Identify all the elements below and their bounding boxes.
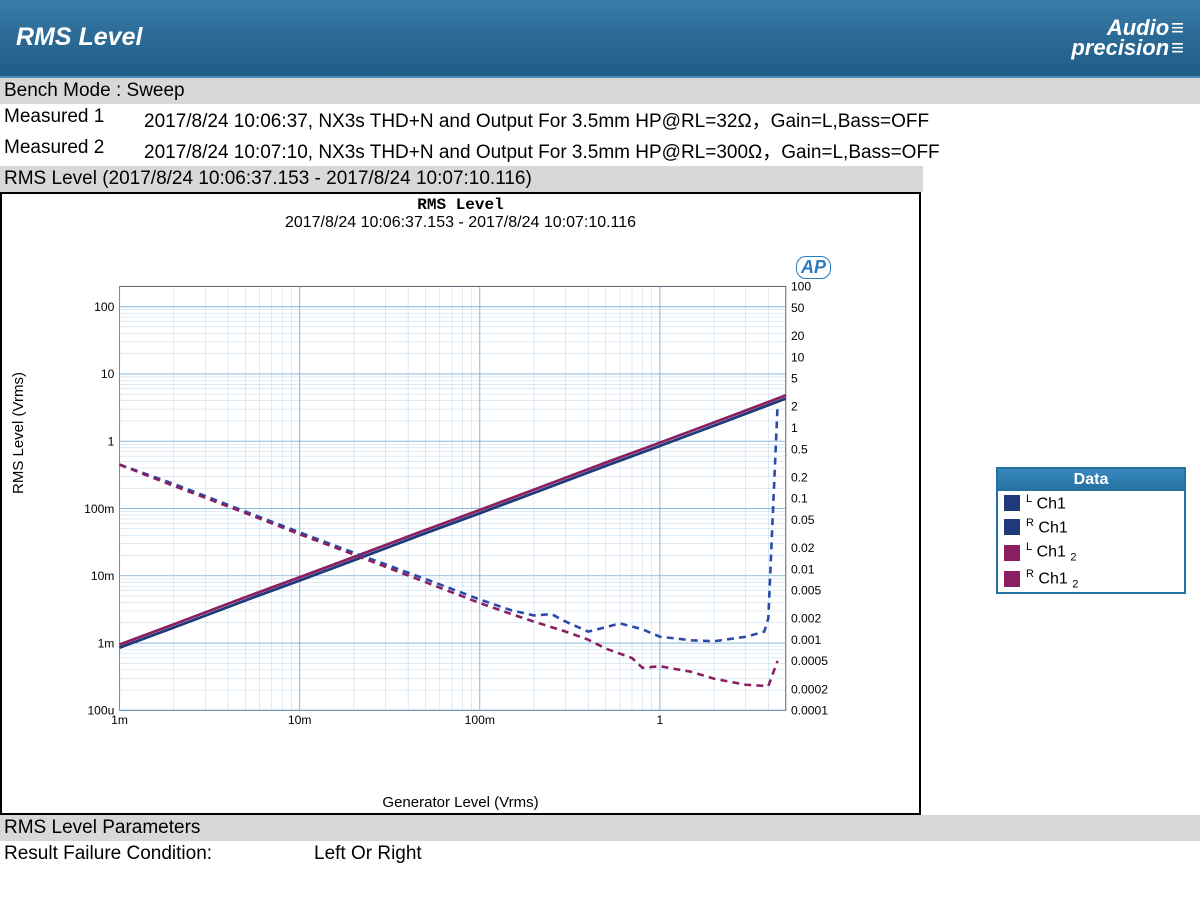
- legend-swatch-icon: [1004, 519, 1020, 535]
- legend-item: L Ch1: [998, 491, 1184, 515]
- svg-text:10m: 10m: [288, 713, 312, 727]
- measured-row: Measured 2 2017/8/24 10:07:10, NX3s THD+…: [0, 135, 1200, 166]
- params-value: Left Or Right: [314, 843, 422, 865]
- svg-text:10m: 10m: [91, 569, 115, 583]
- page-title: RMS Level: [16, 23, 142, 52]
- svg-text:100m: 100m: [465, 713, 495, 727]
- svg-text:0.0002: 0.0002: [791, 682, 828, 696]
- legend-swatch-icon: [1004, 571, 1020, 587]
- svg-text:0.001: 0.001: [791, 633, 822, 647]
- svg-text:1: 1: [657, 713, 664, 727]
- svg-text:0.5: 0.5: [791, 442, 808, 456]
- params-row: Result Failure Condition: Left Or Right: [0, 841, 1200, 867]
- measured-text: 2017/8/24 10:07:10, NX3s THD+N and Outpu…: [144, 137, 1196, 164]
- svg-text:20: 20: [791, 329, 805, 343]
- svg-text:100: 100: [94, 300, 114, 314]
- legend-swatch-icon: [1004, 495, 1020, 511]
- svg-text:1m: 1m: [98, 636, 115, 650]
- svg-text:0.0005: 0.0005: [791, 654, 828, 668]
- params-label: Result Failure Condition:: [4, 843, 314, 865]
- legend-label: R Ch1: [1026, 517, 1068, 537]
- svg-text:100: 100: [791, 279, 811, 293]
- svg-text:10: 10: [101, 367, 115, 381]
- svg-text:0.01: 0.01: [791, 562, 815, 576]
- legend-item: L Ch1 2: [998, 539, 1184, 566]
- svg-text:5: 5: [791, 371, 798, 385]
- x-axis-label: Generator Level (Vrms): [2, 794, 919, 811]
- measured-label: Measured 2: [4, 137, 144, 164]
- legend-swatch-icon: [1004, 545, 1020, 561]
- bench-mode: Bench Mode : Sweep: [0, 78, 1200, 104]
- svg-text:1: 1: [108, 434, 115, 448]
- chart-container: RMS Level 2017/8/24 10:06:37.153 - 2017/…: [0, 192, 921, 815]
- svg-text:0.1: 0.1: [791, 491, 808, 505]
- svg-text:0.0001: 0.0001: [791, 703, 828, 717]
- svg-text:50: 50: [791, 301, 805, 315]
- svg-text:100u: 100u: [87, 703, 114, 717]
- svg-text:0.2: 0.2: [791, 470, 808, 484]
- measured-label: Measured 1: [4, 106, 144, 133]
- legend-label: L Ch1: [1026, 493, 1066, 513]
- section-title: RMS Level (2017/8/24 10:06:37.153 - 2017…: [0, 166, 923, 192]
- legend-label: L Ch1 2: [1026, 541, 1077, 564]
- legend-item: R Ch1 2: [998, 566, 1184, 593]
- legend-title: Data: [998, 469, 1184, 491]
- legend: Data L Ch1 R Ch1 L Ch1 2 R Ch1 2: [996, 467, 1186, 595]
- legend-label: R Ch1 2: [1026, 568, 1078, 591]
- chart-title: RMS Level: [2, 194, 919, 214]
- y1-axis-label: RMS Level (Vrms): [10, 372, 27, 494]
- brand-logo: Audio precision: [1071, 18, 1184, 58]
- legend-item: R Ch1: [998, 515, 1184, 539]
- svg-text:100m: 100m: [84, 501, 114, 515]
- svg-text:0.02: 0.02: [791, 541, 815, 555]
- svg-text:1: 1: [791, 421, 798, 435]
- measured-text: 2017/8/24 10:06:37, NX3s THD+N and Outpu…: [144, 106, 1196, 133]
- svg-text:2: 2: [791, 399, 798, 413]
- svg-text:0.002: 0.002: [791, 611, 822, 625]
- chart-subtitle: 2017/8/24 10:06:37.153 - 2017/8/24 10:07…: [2, 214, 919, 232]
- header-bar: RMS Level Audio precision: [0, 0, 1200, 78]
- plot-area: 1m10m100m1100u1m10m100m1101000.00010.000…: [72, 242, 842, 772]
- svg-text:0.005: 0.005: [791, 583, 822, 597]
- measured-row: Measured 1 2017/8/24 10:06:37, NX3s THD+…: [0, 104, 1200, 135]
- params-title: RMS Level Parameters: [0, 815, 1200, 841]
- svg-text:10: 10: [791, 350, 805, 364]
- svg-text:0.05: 0.05: [791, 513, 815, 527]
